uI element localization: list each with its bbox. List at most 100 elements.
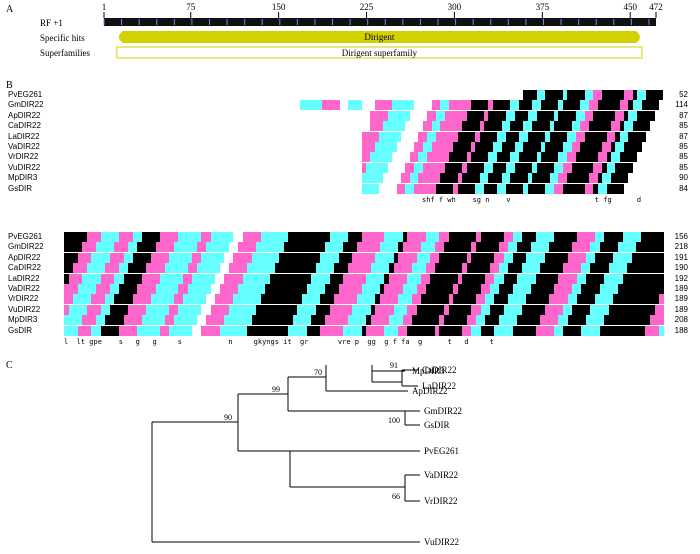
residue-cell [129,100,134,111]
residue-cell [497,152,502,163]
residue-cell [494,232,499,242]
residue-cell [215,232,220,242]
residue-cell [173,283,179,294]
residue-cell [430,283,435,294]
residue-cell [186,110,191,121]
residue-cell [142,183,148,194]
residue-cell [593,110,598,121]
residue-cell [365,90,371,100]
residue-cell [457,121,463,132]
residue-cell [90,121,95,132]
residue-cell [407,232,412,242]
residue-cell [219,315,225,326]
residue-cell [466,315,472,326]
residue-cell [219,232,225,242]
residue-cell [526,315,531,326]
residue-cell [344,110,349,121]
residue-cell [265,252,271,263]
residue-cell [489,232,495,242]
residue-cell [300,131,305,142]
residue-cell [196,283,202,294]
residue-cell [343,294,348,305]
residue-cell [77,90,82,100]
specific-hit-label: Dirigent [364,32,394,42]
residue-cell [407,315,412,326]
residue-cell [278,183,283,194]
residue-cell [589,173,594,184]
residue-cell [142,121,148,132]
residue-cell [195,152,200,163]
residue-cell [492,173,498,184]
residue-cell [572,304,577,315]
residue-cell [508,252,513,263]
residue-cell [619,90,624,100]
residue-cell [400,152,406,163]
residue-cell [575,162,581,173]
residue-cell [581,283,586,294]
residue-cell [329,325,335,336]
residue-cell [501,183,506,194]
residue-cell [466,162,471,173]
residue-cell [597,183,603,194]
residue-cell [659,263,664,274]
residue-cell [256,162,261,173]
residue-cell [311,304,316,315]
residue-cell [295,183,301,194]
residue-cell [449,90,454,100]
residue-cell [338,273,344,284]
residue-cell [339,131,344,142]
residue-cell [146,304,151,315]
residue-cell [274,283,280,294]
residue-cell [260,121,266,132]
residue-cell [498,283,504,294]
residue-cell [654,242,660,253]
residue-cell [425,242,431,253]
residue-cell [476,263,481,274]
residue-cell [366,242,371,253]
residue-cell [440,90,445,100]
residue-cell [265,304,271,315]
residue-cell [400,121,406,132]
residue-cell [503,283,509,294]
residue-cell [329,294,335,305]
residue-cell [278,131,283,142]
residue-cell [160,263,165,274]
residue-cell [590,273,596,284]
residue-cell [208,152,213,163]
residue-cell [532,162,537,173]
residue-cell [199,183,204,194]
residue-cell [302,242,307,253]
residue-cell [77,121,82,132]
residue-cell [205,232,211,242]
residue-cell [178,315,184,326]
residue-cell [82,325,87,336]
residue-cell [112,183,117,194]
residue-cell [155,232,161,242]
residue-cell [64,110,69,121]
residue-cell [288,315,293,326]
residue-cell [186,141,191,152]
residue-cell [279,304,284,315]
residue-cell [326,110,331,121]
residue-cell [384,263,390,274]
residue-cell [99,183,104,194]
residue-cell [479,131,484,142]
residue-cell [480,283,486,294]
residue-cell [137,273,142,284]
residue-cell [247,263,252,274]
residue-cell [247,232,252,242]
residue-cell [361,273,367,284]
residue-cell [540,131,546,142]
residue-cell [338,325,344,336]
residue-cell [430,294,435,305]
residue-cell [77,294,83,305]
residue-cell [105,252,110,263]
residue-cell [287,131,292,142]
residue-cell [118,252,124,263]
residue-cell [205,242,211,253]
residue-cell [256,90,261,100]
residue-cell [68,162,73,173]
residue-cell [173,263,179,274]
residue-cell [650,110,655,121]
residue-cell [228,304,234,315]
